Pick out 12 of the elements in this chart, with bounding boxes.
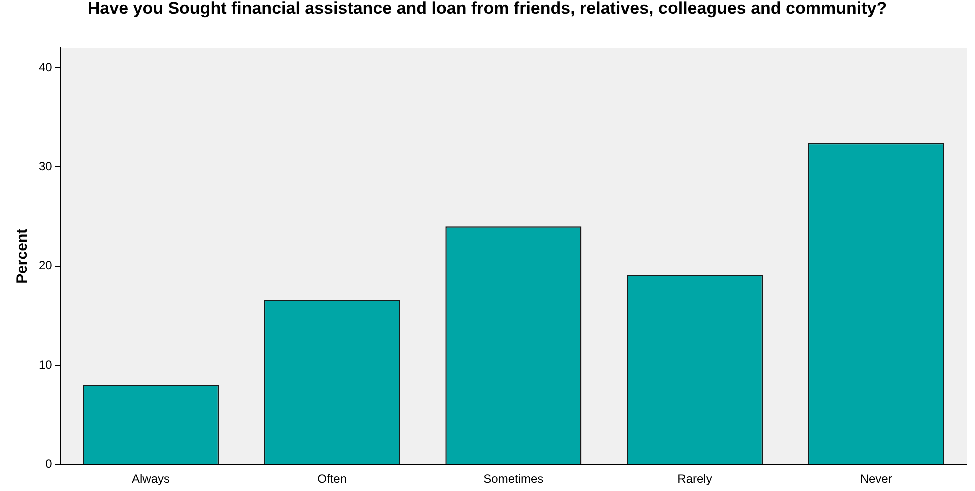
y-axis-title: Percent [14, 228, 32, 284]
y-tick-label: 0 [46, 456, 53, 471]
y-tick-label: 40 [38, 60, 53, 74]
x-tick-label: Never [860, 472, 892, 486]
y-tick-label: 10 [38, 358, 53, 372]
chart-title: Have you Sought financial assistance and loan from friends, relatives, colleagues and community? [86, 0, 888, 20]
y-tick-label: 20 [38, 258, 53, 273]
y-tick-label: 30 [38, 159, 53, 174]
x-tick-label: Often [318, 472, 348, 486]
x-tick-label: Sometimes [484, 472, 544, 486]
x-tick-label: Rarely [678, 472, 712, 486]
x-tick-label: Always [132, 472, 170, 486]
